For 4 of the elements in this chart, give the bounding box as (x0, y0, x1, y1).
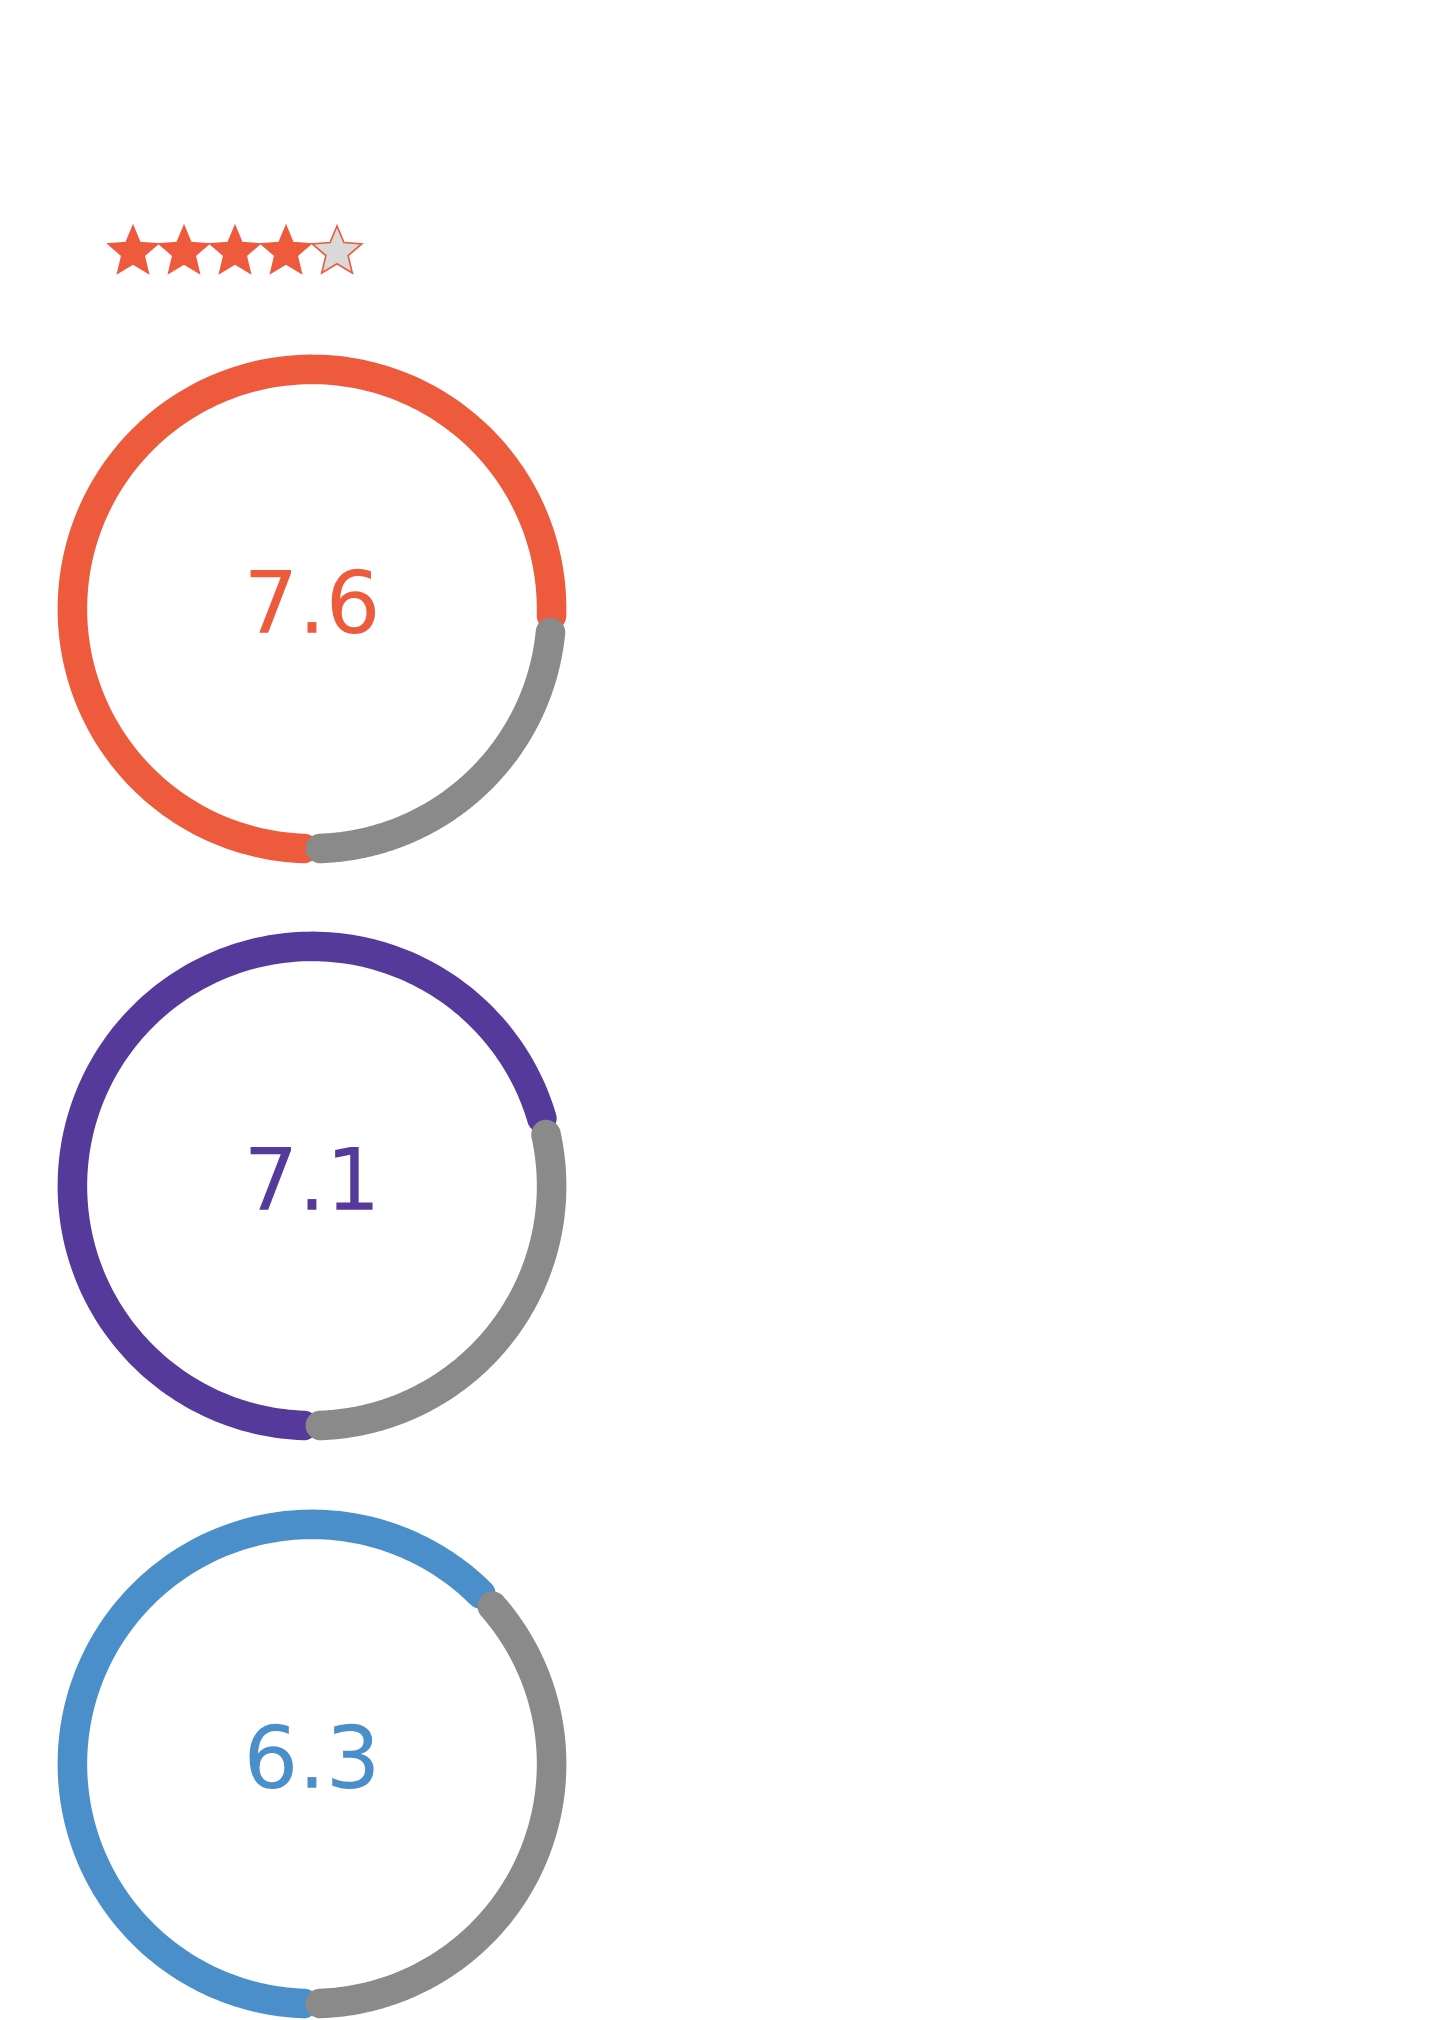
donut-slice (57, 354, 567, 864)
data-label: 7.6 (250, 568, 376, 634)
data-label: 7.1 (250, 1146, 373, 1210)
data-label: 6.3 (249, 1723, 374, 1789)
